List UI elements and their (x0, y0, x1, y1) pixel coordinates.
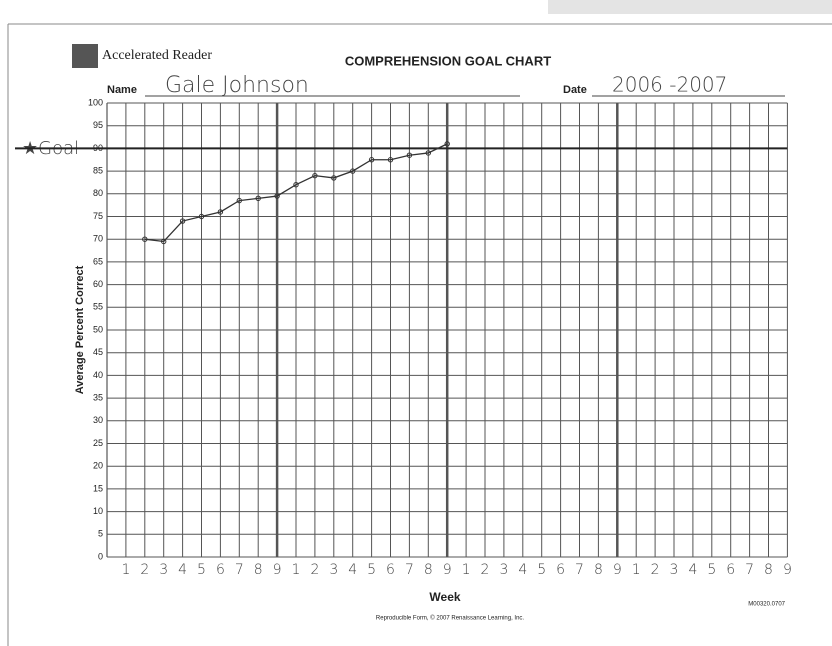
x-tick-label: 7 (235, 562, 244, 578)
x-tick-label: 8 (254, 562, 263, 578)
y-tick-label: 80 (93, 188, 103, 198)
date-label: Date (563, 84, 587, 96)
x-tick-label: 2 (140, 562, 149, 578)
x-tick-label: 6 (556, 562, 565, 578)
x-tick-label: 2 (481, 562, 490, 578)
logo: Accelerated Reader (102, 48, 212, 63)
x-tick-label: 6 (216, 562, 225, 578)
y-tick-label: 55 (93, 302, 103, 312)
x-tick-label: 8 (424, 562, 433, 578)
y-tick-label: 25 (93, 438, 103, 448)
y-tick-label: 100 (88, 97, 103, 107)
y-tick-label: 40 (93, 370, 103, 380)
x-tick-label: 9 (273, 562, 282, 578)
x-tick-label: 4 (688, 562, 697, 578)
y-tick-label: 10 (93, 506, 103, 516)
y-axis-label: Average Percent Correct (74, 265, 86, 394)
y-tick-label: 30 (93, 415, 103, 425)
footer: Reproducible Form, © 2007 Renaissance Le… (376, 615, 525, 622)
y-tick-label: 20 (93, 461, 103, 471)
y-tick-label: 65 (93, 256, 103, 266)
x-tick-label: 3 (670, 562, 679, 578)
x-tick-label: 7 (575, 562, 584, 578)
y-tick-label: 5 (98, 529, 103, 539)
x-tick-label: 9 (443, 562, 452, 578)
logo-icon (72, 44, 98, 68)
x-tick-label: 3 (499, 562, 508, 578)
x-tick-label: 1 (121, 562, 130, 578)
student-name: Gale Johnson (165, 73, 309, 98)
x-tick-label: 4 (348, 562, 357, 578)
x-tick-label: 5 (197, 562, 206, 578)
x-tick-label: 2 (651, 562, 660, 578)
x-tick-label: 1 (292, 562, 301, 578)
chart-title: COMPREHENSION GOAL CHART (345, 53, 551, 68)
background (0, 0, 832, 646)
x-tick-label: 6 (386, 562, 395, 578)
x-axis-label: Week (429, 590, 460, 604)
y-tick-label: 50 (93, 324, 103, 334)
date: 2006 -2007 (612, 73, 727, 97)
x-tick-label: 5 (707, 562, 716, 578)
x-tick-label: 3 (329, 562, 338, 578)
y-tick-label: 35 (93, 392, 103, 402)
y-tick-label: 70 (93, 234, 103, 244)
y-tick-label: 60 (93, 279, 103, 289)
y-tick-label: 95 (93, 120, 103, 130)
x-tick-label: 2 (310, 562, 319, 578)
x-tick-label: 5 (537, 562, 546, 578)
x-tick-label: 5 (367, 562, 376, 578)
x-tick-label: 9 (613, 562, 622, 578)
x-tick-label: 9 (783, 562, 792, 578)
x-tick-label: 3 (159, 562, 168, 578)
name-label: Name (107, 84, 137, 96)
y-tick-label: 15 (93, 483, 103, 493)
x-tick-label: 8 (764, 562, 773, 578)
y-tick-label: 45 (93, 347, 103, 357)
top-strip (548, 0, 832, 14)
x-tick-label: 7 (405, 562, 414, 578)
y-tick-label: 0 (98, 551, 103, 561)
form-code: M00320.0707 (748, 602, 785, 608)
x-tick-label: 1 (632, 562, 641, 578)
chart: Accelerated Reader COMPREHENSION GOAL CH… (0, 0, 832, 646)
x-tick-label: 1 (462, 562, 471, 578)
x-tick-label: 8 (594, 562, 603, 578)
x-tick-label: 6 (726, 562, 735, 578)
y-tick-label: 85 (93, 165, 103, 175)
x-tick-label: 7 (745, 562, 754, 578)
x-tick-label: 4 (178, 562, 187, 578)
x-tick-label: 4 (518, 562, 527, 578)
y-tick-label: 75 (93, 211, 103, 221)
